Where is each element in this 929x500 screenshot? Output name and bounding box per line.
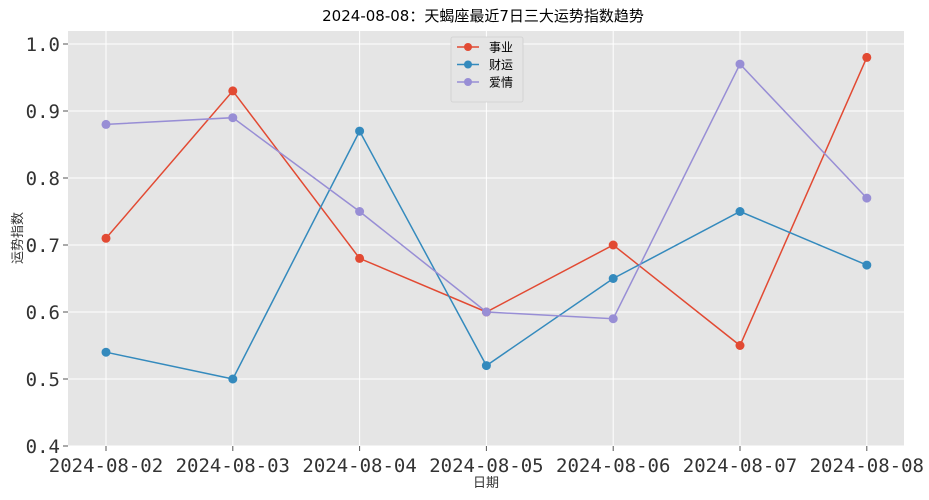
data-point	[228, 86, 238, 96]
x-axis-ticks: 2024-08-02 2024-08-03 2024-08-04 2024-08-05…	[49, 446, 924, 477]
y-tick-label: 1.0	[26, 34, 60, 56]
data-point	[101, 233, 111, 243]
legend-marker	[464, 60, 472, 69]
y-axis-ticks: 0.4 0.5 0.6 0.7 0.8 0.9 1.0	[26, 34, 68, 458]
data-point	[481, 361, 491, 371]
x-tick-label: 2024-08-04	[302, 455, 416, 477]
x-tick-label: 2024-08-02	[49, 455, 163, 477]
legend-marker	[464, 78, 472, 86]
data-point	[608, 274, 618, 283]
y-tick-label: 0.9	[26, 101, 60, 123]
data-point	[608, 314, 618, 324]
data-point	[735, 341, 745, 350]
data-point	[608, 240, 618, 250]
x-tick-label: 2024-08-03	[176, 455, 290, 477]
data-point	[735, 207, 745, 216]
series-3	[101, 59, 872, 324]
y-tick-label: 0.7	[26, 235, 60, 257]
data-point	[355, 207, 365, 216]
x-tick-label: 2024-08-07	[683, 455, 797, 477]
data-point	[862, 260, 872, 270]
y-tick-label: 0.8	[26, 168, 60, 190]
chart-title: 2024-08-08：天蝎座最近7日三大运势指数趋势	[322, 7, 644, 25]
legend-item: 爱情	[457, 76, 513, 90]
x-tick-label: 2024-08-08	[810, 455, 924, 477]
x-tick-label: 2024-08-05	[429, 455, 543, 477]
legend-item: 事业	[457, 41, 513, 55]
data-point	[355, 126, 365, 136]
legend-marker	[464, 43, 472, 51]
y-tick-label: 0.6	[26, 302, 60, 324]
data-point	[228, 113, 238, 123]
legend-label: 财运	[489, 58, 513, 72]
data-point	[355, 253, 365, 263]
series-layer	[101, 52, 872, 384]
legend-label: 事业	[489, 41, 513, 55]
data-point	[481, 307, 491, 317]
data-point	[862, 52, 872, 62]
y-tick-label: 0.4	[26, 436, 60, 458]
data-point	[101, 119, 111, 129]
data-point	[101, 347, 111, 357]
legend-item: 财运	[457, 58, 513, 72]
y-axis-label: 运势指数	[10, 212, 26, 264]
data-point	[735, 59, 745, 69]
x-axis-label: 日期	[473, 476, 499, 491]
x-tick-label: 2024-08-06	[556, 455, 670, 477]
legend-label: 爱情	[489, 76, 513, 90]
series-2	[101, 126, 872, 384]
data-point	[228, 374, 238, 384]
data-point	[862, 193, 872, 203]
y-tick-label: 0.5	[26, 369, 60, 391]
